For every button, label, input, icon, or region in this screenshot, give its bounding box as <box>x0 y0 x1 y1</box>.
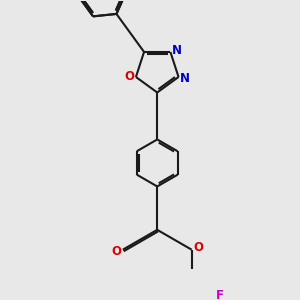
Text: O: O <box>193 242 203 254</box>
Text: N: N <box>180 72 190 85</box>
Text: N: N <box>172 44 182 57</box>
Text: O: O <box>124 70 134 83</box>
Text: O: O <box>111 245 121 258</box>
Text: F: F <box>216 289 224 300</box>
